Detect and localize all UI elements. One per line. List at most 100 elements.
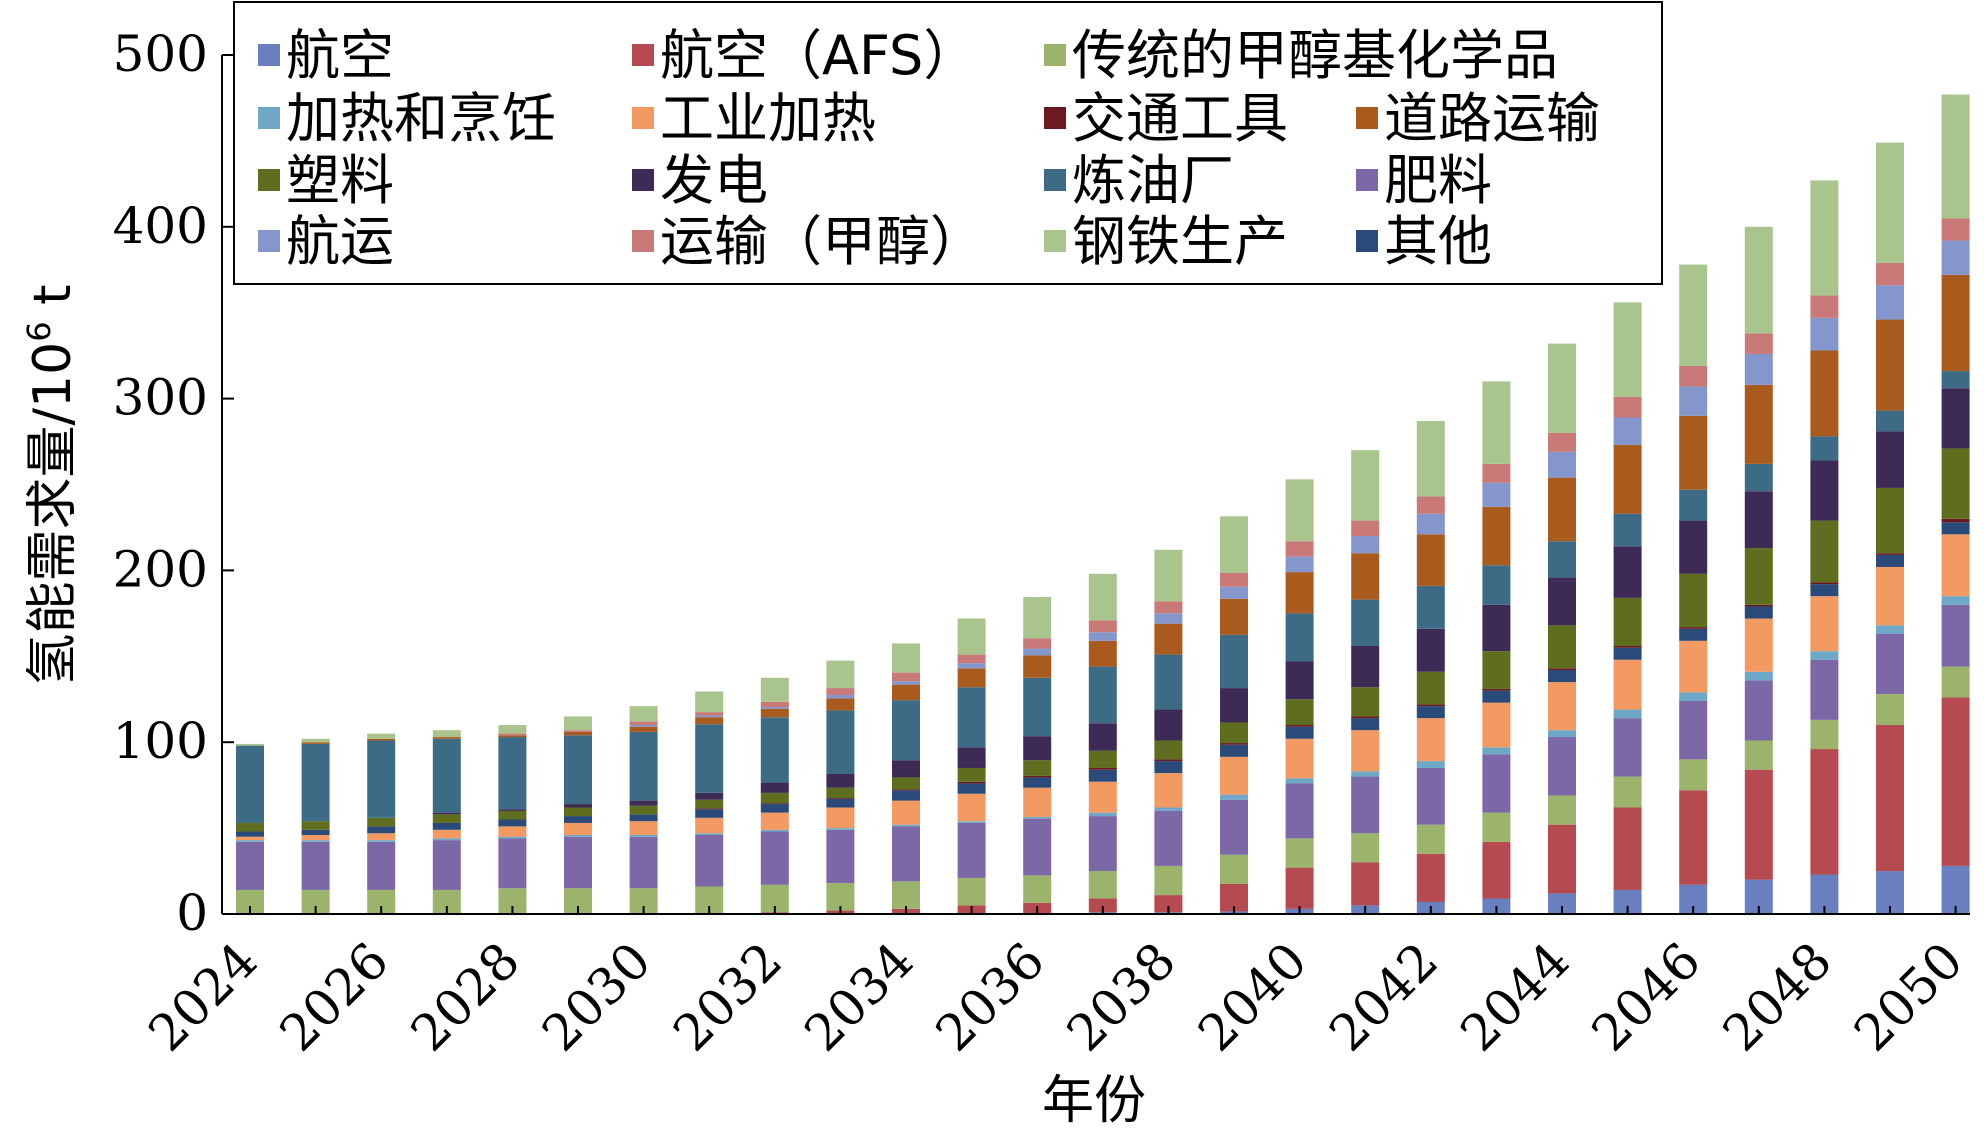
bar-segment bbox=[1613, 647, 1642, 660]
bar-segment bbox=[1941, 596, 1970, 605]
bar-segment bbox=[564, 807, 592, 817]
bar-segment bbox=[695, 808, 724, 810]
x-tick-label: 2036 bbox=[925, 931, 1056, 1062]
y-axis-title: 氢能需求量/106 t bbox=[20, 285, 83, 686]
bar-segment bbox=[1941, 534, 1970, 597]
bar-segment bbox=[367, 841, 396, 890]
bar-segment bbox=[760, 803, 789, 805]
x-tick-label: 2030 bbox=[531, 931, 662, 1062]
x-tick-label: 2048 bbox=[1712, 931, 1843, 1062]
legend-swatch bbox=[1044, 44, 1066, 66]
bar-segment bbox=[1416, 718, 1445, 762]
bar-segment bbox=[1154, 601, 1183, 614]
bar-segment bbox=[1548, 432, 1576, 452]
bar-segment bbox=[629, 814, 658, 822]
bar-segment bbox=[1023, 875, 1052, 903]
bar-segment bbox=[1810, 749, 1839, 875]
bar-segment bbox=[826, 829, 855, 884]
y-tick-label: 300 bbox=[113, 369, 208, 427]
y-axis-title-exponent: 6 bbox=[20, 321, 58, 341]
bar-segment bbox=[236, 840, 264, 842]
legend-swatch bbox=[258, 107, 280, 129]
bar-segment bbox=[1613, 645, 1642, 648]
bar-segment bbox=[1744, 353, 1773, 385]
bar-segment bbox=[1285, 699, 1314, 726]
x-tick-label: 2046 bbox=[1581, 931, 1712, 1062]
bar-segment bbox=[1023, 638, 1052, 649]
bar-segment bbox=[1154, 807, 1183, 811]
bar-segment bbox=[1613, 513, 1642, 547]
bar-segment bbox=[432, 838, 461, 841]
bar-segment bbox=[236, 831, 264, 837]
bar-segment bbox=[1876, 142, 1904, 263]
bar-segment bbox=[1023, 787, 1052, 817]
legend-label: 航运 bbox=[286, 210, 394, 273]
x-tick-label: 2038 bbox=[1056, 931, 1187, 1062]
bar-segment bbox=[892, 800, 920, 825]
bar-segment bbox=[1482, 702, 1511, 748]
bar-segment bbox=[1351, 536, 1380, 554]
bar-segment bbox=[1220, 516, 1248, 573]
bar-segment bbox=[1679, 640, 1708, 693]
bar-segment bbox=[1023, 760, 1052, 776]
bar-segment bbox=[1088, 871, 1117, 899]
bar-segment bbox=[826, 710, 855, 774]
y-tick-label: 200 bbox=[113, 540, 208, 598]
bar-segment bbox=[760, 812, 789, 830]
bar-segment bbox=[695, 712, 724, 716]
x-tick-label: 2024 bbox=[137, 931, 268, 1062]
bar-segment bbox=[1613, 417, 1642, 445]
bar-segment bbox=[1548, 577, 1576, 626]
bar-segment bbox=[1941, 371, 1970, 389]
legend-swatch bbox=[1356, 230, 1378, 252]
legend-swatch bbox=[632, 169, 654, 191]
bar-segment bbox=[1285, 778, 1314, 784]
bar-segment bbox=[1154, 623, 1183, 655]
bar-segment bbox=[1088, 666, 1117, 724]
bar-segment bbox=[1876, 285, 1904, 320]
bar-segment bbox=[1613, 444, 1642, 514]
legend-swatch bbox=[258, 44, 280, 66]
bar-segment bbox=[432, 737, 461, 739]
bar-segment bbox=[432, 822, 461, 830]
bar-segment bbox=[236, 841, 264, 890]
y-tick-label: 500 bbox=[113, 25, 208, 83]
bar-segment bbox=[1285, 661, 1314, 700]
bar-segment bbox=[1613, 546, 1642, 598]
bar-segment bbox=[760, 804, 789, 813]
bar-segment bbox=[826, 660, 855, 689]
bar-segment bbox=[1351, 718, 1380, 731]
bar-segment bbox=[1416, 706, 1445, 719]
bar-segment bbox=[1876, 633, 1904, 695]
bar-segment bbox=[1548, 541, 1576, 578]
legend-swatch bbox=[258, 169, 280, 191]
bar-segment bbox=[1088, 781, 1117, 813]
legend-label: 工业加热 bbox=[660, 87, 876, 150]
bar-segment bbox=[629, 805, 658, 815]
bar-segment bbox=[1088, 723, 1117, 751]
bar-segment bbox=[1744, 548, 1773, 605]
bar-segment bbox=[1679, 790, 1708, 885]
bar-segment bbox=[1285, 572, 1314, 614]
bar-segment bbox=[1220, 756, 1248, 795]
bar-segment bbox=[1482, 841, 1511, 899]
bar-segment bbox=[1876, 487, 1904, 554]
x-tick-label: 2050 bbox=[1843, 931, 1974, 1062]
bar-segment bbox=[760, 717, 789, 783]
bar-segment bbox=[1482, 688, 1511, 691]
x-tick-label: 2040 bbox=[1187, 931, 1318, 1062]
bar-segment bbox=[1482, 747, 1511, 755]
bar-segment bbox=[957, 663, 986, 669]
bar-segment bbox=[892, 824, 920, 827]
bar-segment bbox=[1810, 584, 1839, 597]
bar-segment bbox=[629, 800, 658, 806]
bar-segment bbox=[1810, 719, 1839, 750]
bar-segment bbox=[1351, 862, 1380, 906]
legend-label: 运输（甲醇） bbox=[660, 210, 984, 273]
bar-segment bbox=[1482, 463, 1511, 483]
bar-segment bbox=[629, 706, 658, 722]
bar-segment bbox=[892, 789, 920, 791]
bar-segment bbox=[892, 881, 920, 909]
bar-segment bbox=[760, 829, 789, 832]
bar-segment bbox=[957, 822, 986, 878]
